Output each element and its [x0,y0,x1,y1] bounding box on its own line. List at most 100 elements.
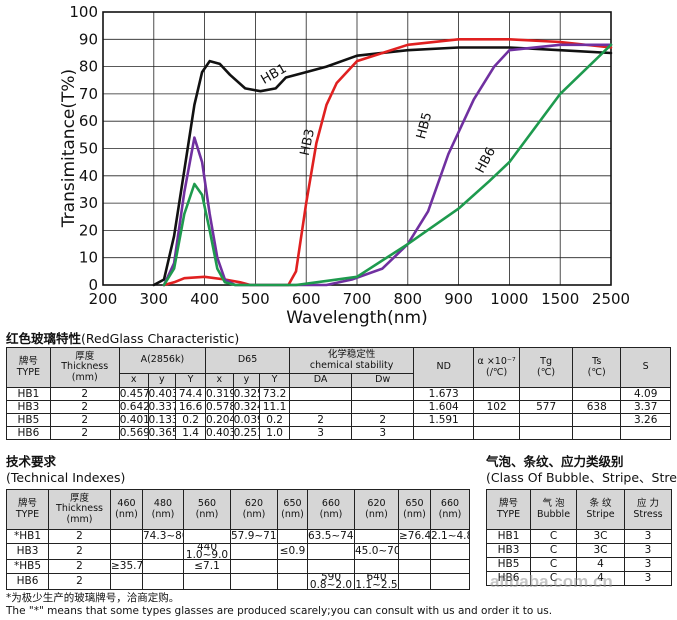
table-cell [289,400,353,414]
table-cell [307,543,355,560]
header-cell: 650 (nm) [398,489,431,530]
series-label-hb5: HB5 [414,111,435,141]
table-cell: 45.0~70.0 [354,543,399,560]
table-cell [230,543,278,560]
section-title-en: (RedGlass Characteristic) [81,331,240,346]
y-tick-label: 70 [79,85,98,103]
table-cell: 0.365 [147,426,177,440]
table-cell: 73.2 [259,387,291,401]
header-cell: A(2856k) [118,347,207,374]
table-cell [473,413,521,427]
table-cell: 0.569 [118,426,149,440]
y-tick-label: 30 [79,194,98,212]
plot-frame [102,11,612,286]
series-line-hb3 [162,38,613,287]
table-cell: 1.0 [259,426,291,440]
header-cell: 650 (nm) [277,489,308,530]
header-cell: ND [413,347,475,388]
table-cell: 0.319 [205,387,234,401]
chart-series [152,38,613,287]
header-cell: S [620,347,671,388]
table-cell [473,426,521,440]
table-cell: 4.09 [620,387,671,401]
x-tick-labels: 200 300 400 500 600 700 800 900 1000 1500 2500 [89,290,630,308]
table-cell: HB3 [6,543,49,560]
table-cell [277,573,308,590]
x-tick-label: 500 [241,290,270,308]
table-cell: 590 0.8~2.0 [307,573,355,590]
table-cell [277,529,308,544]
table-cell: 0.2 [259,413,291,427]
table-cell: HB5 [6,413,51,427]
table-cell: 4 [576,557,625,572]
table-cell: 3 [351,426,415,440]
table-cell: 440 1.0~9.0 [183,543,231,560]
table-cell [110,543,143,560]
x-tick-label: 400 [190,290,219,308]
table-cell: 2 [49,426,120,440]
table-cell: 0.403 [205,426,234,440]
table-cell [277,559,308,574]
table-cell: 0.457 [118,387,149,401]
table-cell: *HB5 [6,559,49,574]
series-labels: HB1 HB3 HB5 HB6 [259,61,499,176]
table-cell [430,559,470,574]
table-cell: 2 [48,559,111,574]
table-cell: 0.642 [118,400,149,414]
table-cell: 0.133 [147,413,177,427]
table-cell: HB5 [486,557,531,572]
table-cell: 74.4 [175,387,207,401]
y-tick-label: 10 [79,249,98,267]
table-cell: 2 [49,400,120,414]
y-tick-label: 0 [88,276,98,294]
table-cell: 0.578 [205,400,234,414]
table-cell [142,573,184,590]
x-tick-label: 1000 [490,290,528,308]
header-cell: 牌号 TYPE [6,489,49,530]
table-cell [230,559,278,574]
header-cell: Y [175,373,207,388]
x-tick-label: 1500 [541,290,579,308]
table-cell: 3 [624,529,672,544]
table-cell: 3.37 [620,400,671,414]
table-cell: 3C [576,543,625,558]
table-cell: HB6 [6,573,49,590]
y-tick-label: 100 [69,3,98,21]
y-tick-label: 60 [79,112,98,130]
table-cell [351,400,415,414]
table-cell [183,529,231,544]
y-tick-label: 40 [79,167,98,185]
table-cell [398,559,431,574]
table-cell: C [530,557,577,572]
table-cell [430,573,470,590]
table-row: HB1 C 3C 3 [486,529,672,544]
header-cell: 480 (nm) [142,489,184,530]
table-cell [354,529,399,544]
y-tick-label: 50 [79,140,98,158]
section-title-technical: 技术要求 (Technical Indexes) [6,455,125,485]
header-cell: 牌号 TYPE [6,347,51,388]
table-cell: 1.4 [175,426,207,440]
y-tick-label: 80 [79,58,98,76]
x-tick-label: 600 [292,290,321,308]
header-cell: 厚度 Thickness (mm) [49,347,120,388]
table-cell: 2 [48,573,111,590]
section-title-bubble: 气泡、条纹、应力类级别 (Class Of Bubble、Stripe、Stre… [486,455,677,485]
table-cell [620,426,671,440]
table-cell [519,426,574,440]
table-cell: *HB1 [6,529,49,544]
table-cell: 0.403 [147,387,177,401]
table-cell [519,413,574,427]
section-title-red-glass: 红色玻璃特性(RedGlass Characteristic) [6,332,239,346]
table-cell [519,387,574,401]
table-cell [398,543,431,560]
header-cell: x [205,373,234,388]
table-cell: 3 [624,571,672,586]
table-cell: HB6 [6,426,51,440]
x-tick-label: 800 [393,290,422,308]
table-cell: ≤0.9 [277,543,308,560]
table-cell: 0.401 [118,413,149,427]
